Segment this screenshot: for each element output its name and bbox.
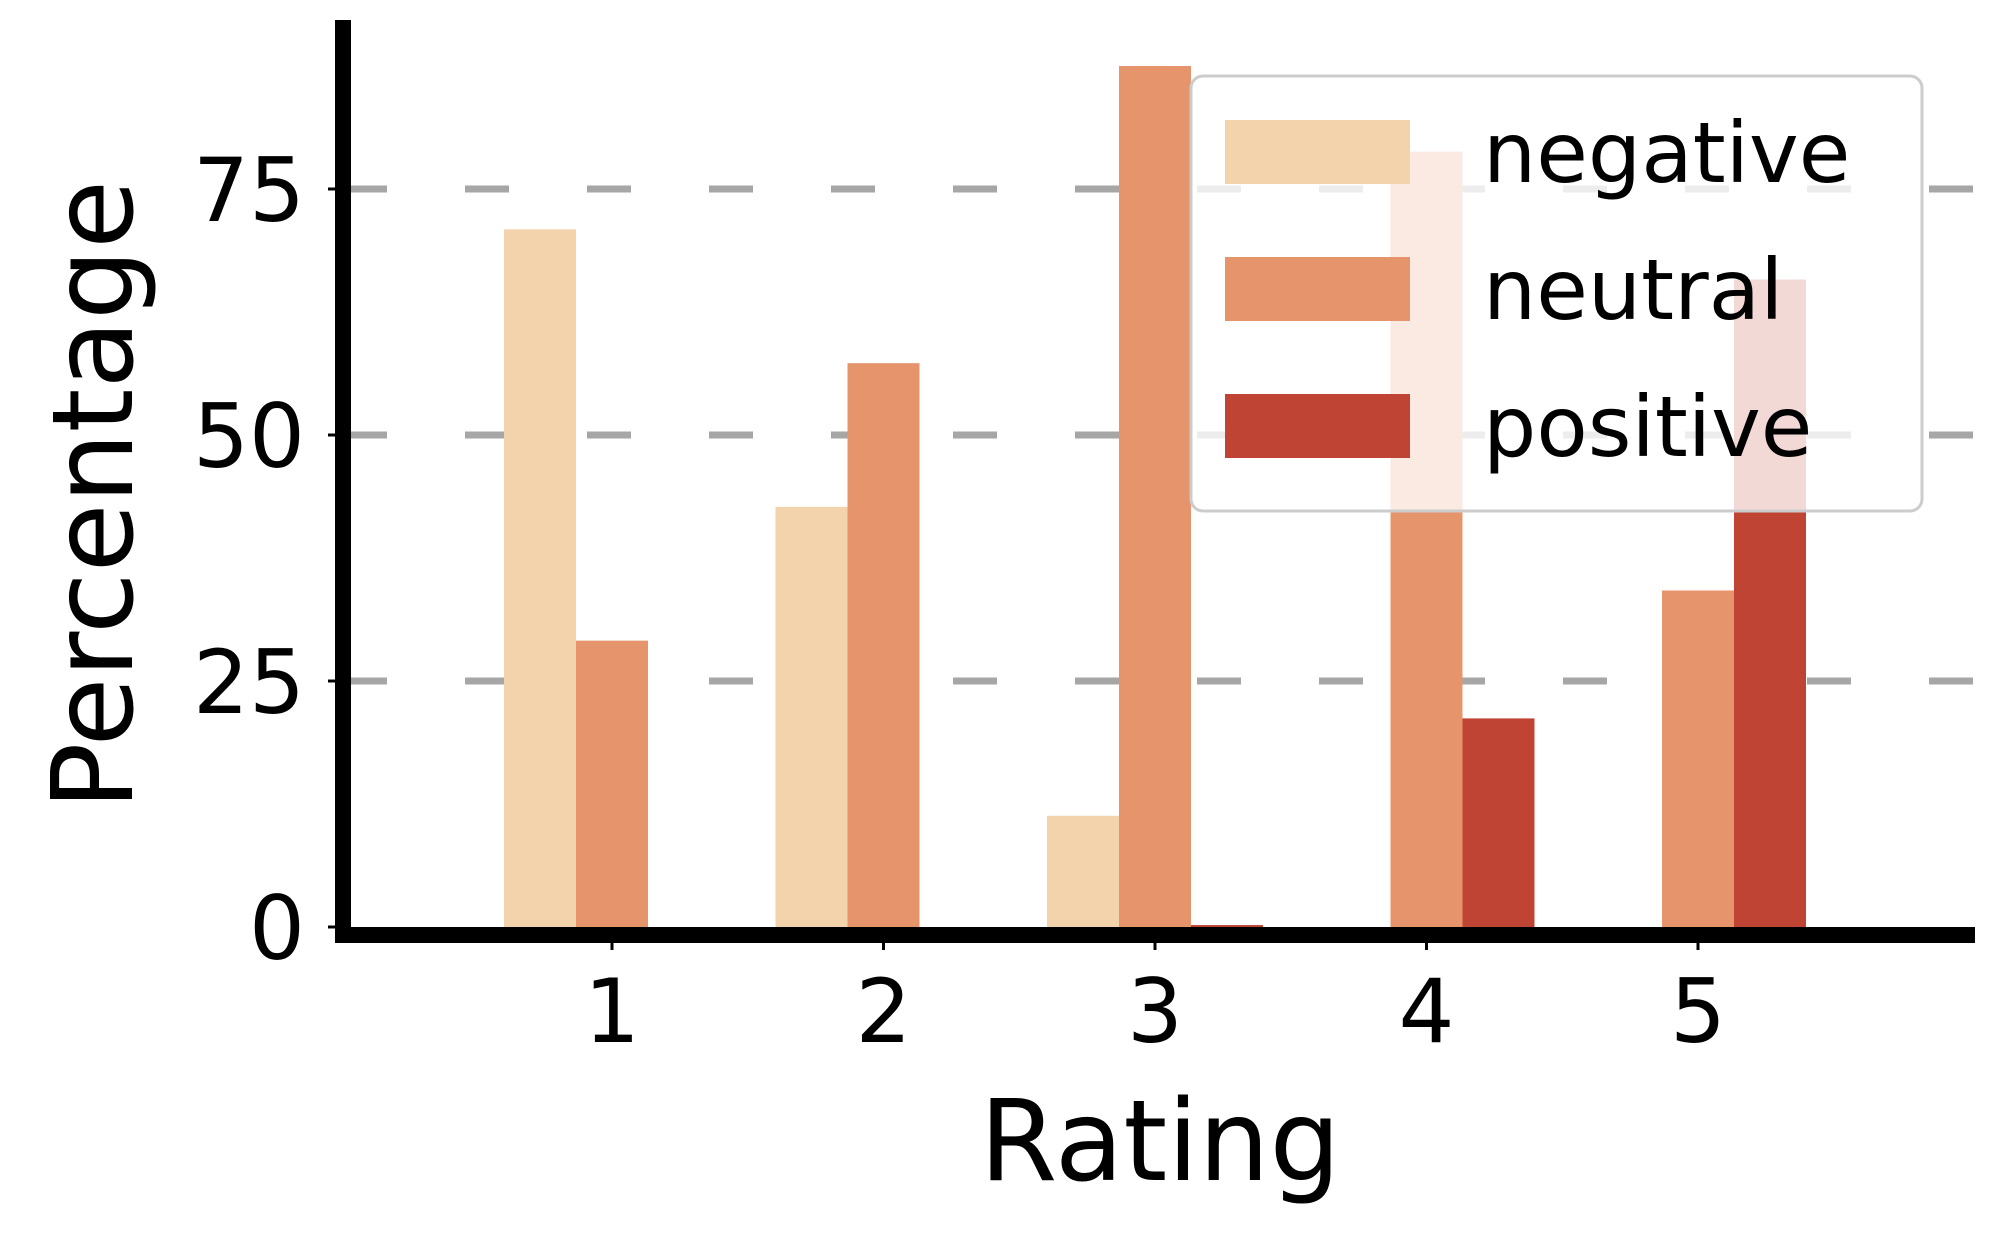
bar-neutral-2	[847, 363, 920, 928]
legend-label-negative: negative	[1483, 104, 1850, 202]
bar-neutral-5	[1662, 590, 1734, 927]
axes	[335, 20, 1975, 943]
y-tick-label-0: 0	[249, 877, 305, 980]
x-axis-title: Rating	[979, 1077, 1340, 1207]
x-tick-label-4: 4	[1399, 960, 1455, 1063]
y-tick-label-3: 75	[193, 139, 305, 242]
y-axis-title: Percentage	[29, 180, 159, 810]
x-tick-label-1: 1	[584, 960, 640, 1063]
bar-negative-2	[775, 506, 848, 927]
legend: negative neutral positive	[1189, 74, 1924, 513]
legend-label-neutral: neutral	[1483, 241, 1783, 339]
bar-negative-3	[1047, 815, 1119, 927]
legend-swatch-negative	[1225, 120, 1410, 184]
legend-label-positive: positive	[1483, 378, 1812, 476]
bar-positive-4	[1462, 718, 1535, 927]
x-tick-label-3: 3	[1127, 960, 1183, 1063]
y-tick-label-1: 25	[193, 631, 305, 734]
x-tick-label-2: 2	[856, 960, 912, 1063]
bar-neutral-1	[576, 640, 648, 927]
ticks: 0 25 50 75 1 2 3 4 5	[193, 139, 1726, 1063]
y-tick-label-2: 50	[193, 385, 305, 488]
x-tick-label-5: 5	[1670, 960, 1726, 1063]
legend-swatch-positive	[1225, 394, 1410, 458]
bar-neutral-3	[1119, 66, 1191, 927]
bar-positive-3	[1191, 925, 1263, 927]
bar-negative-1	[504, 229, 576, 927]
legend-swatch-neutral	[1225, 257, 1410, 321]
